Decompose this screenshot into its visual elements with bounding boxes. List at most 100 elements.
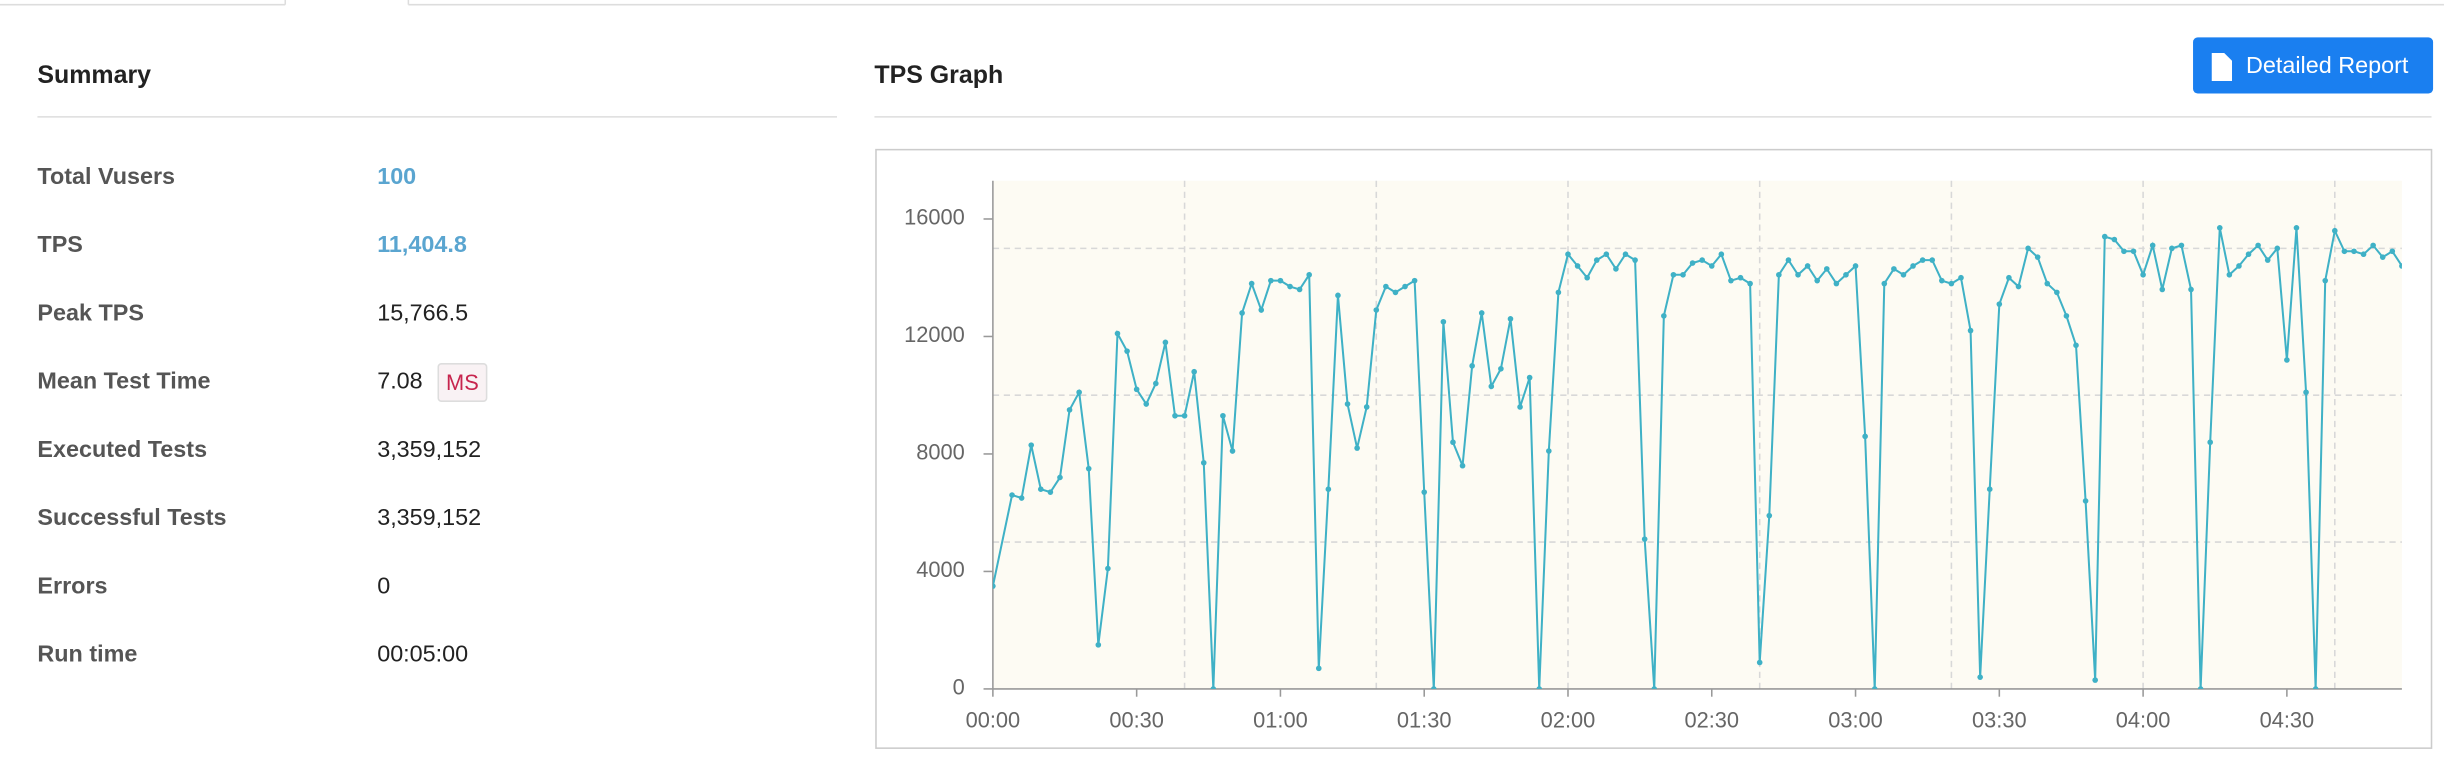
data-point (1747, 280, 1753, 287)
data-point (2169, 245, 2175, 252)
data-point (2044, 280, 2051, 287)
x-tick-label: 02:30 (1684, 707, 1739, 732)
data-point (2293, 224, 2300, 231)
data-point (1440, 318, 1447, 325)
x-tick-label: 00:00 (966, 707, 1021, 732)
data-point (1661, 313, 1667, 319)
data-point (1354, 445, 1360, 451)
data-point (2245, 251, 2252, 258)
data-point (1708, 263, 1715, 269)
data-point (1028, 442, 1035, 448)
data-point (1411, 277, 1418, 284)
data-point (1996, 301, 2003, 307)
data-point (2389, 248, 2396, 255)
row-value: 7.08 (377, 368, 422, 394)
data-point (2034, 254, 2041, 260)
data-point (1891, 266, 1897, 272)
data-point (2274, 245, 2281, 252)
row-value: 0 (377, 572, 390, 598)
data-point (2264, 257, 2271, 263)
data-point (1776, 271, 1782, 278)
data-point (1105, 565, 1111, 572)
data-point (2399, 263, 2402, 269)
data-point (1718, 251, 1725, 258)
data-point (1517, 404, 1523, 410)
data-point (2312, 686, 2319, 689)
row-label: Errors (37, 572, 107, 598)
data-point (1191, 368, 1197, 375)
data-point (2303, 389, 2309, 396)
x-tick-label: 01:00 (1253, 707, 1308, 732)
data-point (2140, 271, 2146, 278)
data-point (1900, 271, 1907, 278)
data-point (1565, 251, 1571, 258)
data-point (1823, 266, 1830, 272)
data-point (1939, 277, 1945, 284)
file-icon (2211, 52, 2233, 82)
plot-area (992, 180, 2402, 689)
row-value: 3,359,152 (377, 436, 481, 462)
data-point (1670, 271, 1677, 278)
data-point (1977, 674, 1983, 680)
data-point (1833, 280, 1840, 287)
data-point (2082, 498, 2089, 504)
data-point (1057, 474, 1063, 481)
data-point (1277, 277, 1284, 284)
data-point (1766, 512, 1773, 519)
data-point (1037, 486, 1044, 493)
data-point (1958, 274, 1964, 281)
data-point (1852, 263, 1859, 269)
data-point (1728, 277, 1734, 284)
data-point (1785, 257, 1792, 263)
data-point (2188, 286, 2194, 293)
x-tick-label: 04:30 (2260, 707, 2315, 732)
data-point (1507, 316, 1514, 322)
data-point (2360, 251, 2367, 258)
data-point (1756, 659, 1763, 666)
button-bg[interactable] (2193, 37, 2434, 94)
x-tick-label: 03:30 (1972, 707, 2027, 732)
data-point (2111, 236, 2118, 243)
data-point (2197, 686, 2204, 689)
x-tick-label: 02:00 (1541, 707, 1596, 732)
data-point (1632, 257, 1638, 263)
data-point (1315, 665, 1322, 672)
data-point (1200, 459, 1207, 466)
data-point (1737, 274, 1744, 281)
data-point (1018, 495, 1025, 501)
y-tick-label: 0 (953, 675, 965, 700)
data-point (1229, 448, 1236, 454)
row-label: Successful Tests (37, 504, 226, 530)
data-point (2331, 227, 2338, 234)
unit-badge (437, 363, 488, 402)
data-point (1114, 330, 1121, 337)
data-point (1986, 486, 1993, 493)
data-point (1488, 383, 1495, 390)
x-tick-label: 01:30 (1397, 707, 1452, 732)
button-label[interactable]: Detailed Report (2246, 52, 2409, 78)
data-point (2236, 263, 2242, 269)
row-label: Run time (37, 641, 137, 667)
data-point (2006, 274, 2012, 281)
detailed-report-button[interactable]: Detailed Report (2193, 37, 2434, 94)
data-point (1124, 348, 1130, 354)
data-point (2207, 439, 2214, 446)
data-point (1881, 280, 1888, 287)
x-tick-label: 00:30 (1109, 707, 1164, 732)
data-point (2284, 357, 2290, 363)
data-point (2101, 233, 2108, 240)
data-point (1153, 380, 1159, 387)
y-tick-label: 8000 (916, 440, 965, 465)
data-point (1498, 365, 1504, 372)
data-point (1651, 686, 1658, 689)
data-point (1641, 536, 1648, 542)
data-point (2379, 254, 2386, 260)
data-point (1383, 283, 1389, 290)
data-point (2063, 313, 2070, 319)
data-point (2226, 271, 2233, 278)
data-point (1536, 686, 1543, 689)
row-value: 100 (377, 163, 416, 189)
data-point (2370, 242, 2376, 249)
row-value: 15,766.5 (377, 299, 468, 325)
